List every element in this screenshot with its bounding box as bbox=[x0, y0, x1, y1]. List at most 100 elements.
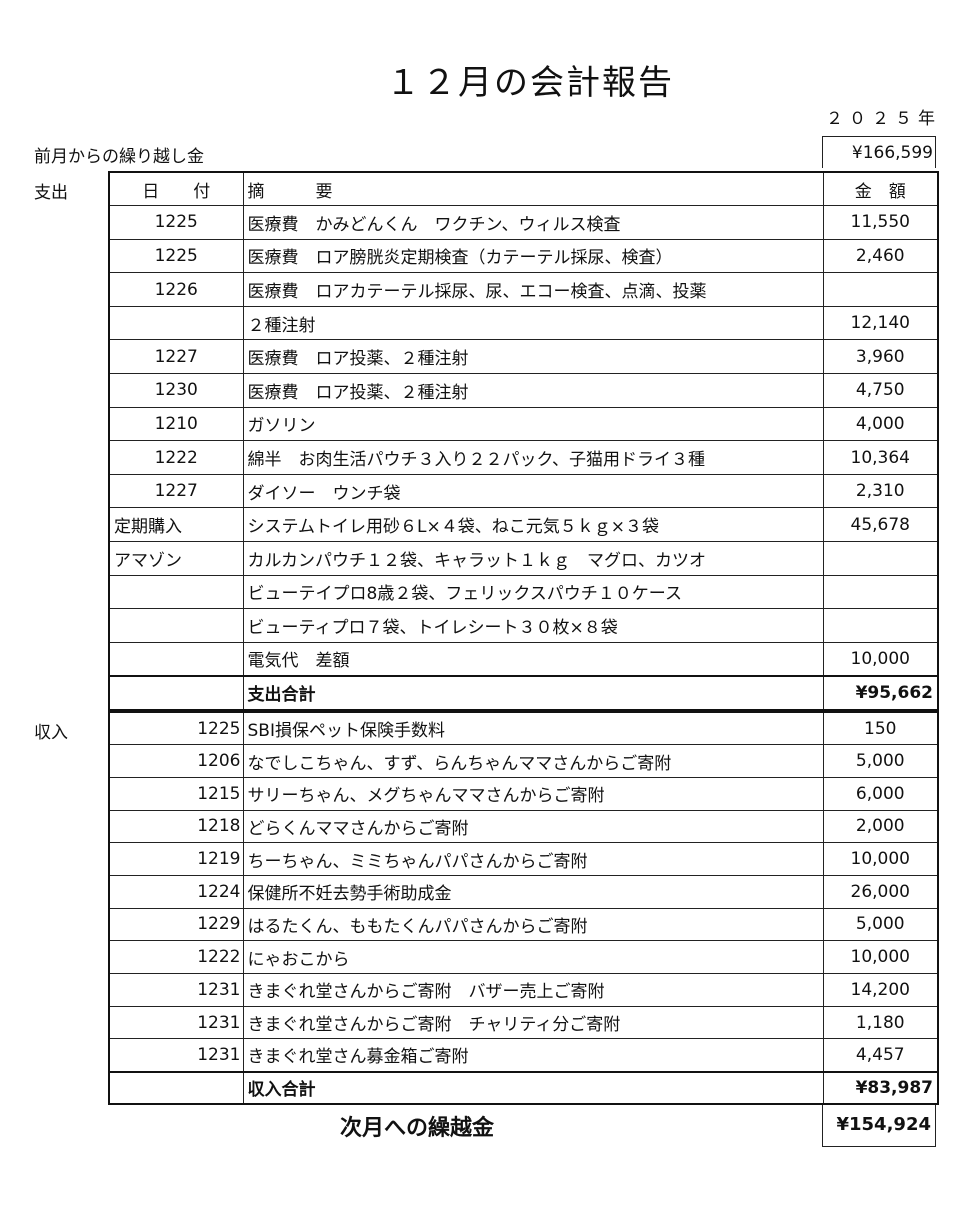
row-description: にゃおこから bbox=[242, 940, 824, 974]
header-date: 日 付 bbox=[108, 171, 244, 207]
expenses-table: 日 付 摘 要 金 額 1225 医療費 かみどんくん ワクチン、ウィルス検査 11… bbox=[108, 171, 939, 711]
row-date: 1227 bbox=[108, 473, 244, 509]
row-date: 1229 bbox=[108, 907, 244, 942]
row-date: アマゾン bbox=[108, 541, 244, 576]
row-date: 1226 bbox=[108, 272, 244, 307]
row-date: 1225 bbox=[108, 711, 244, 746]
row-amount: 2,460 bbox=[822, 238, 939, 274]
table-row: 1219 ちーちゃん、ミミちゃんパパさんからご寄附 10,000 bbox=[108, 842, 939, 876]
table-row: 1226 医療費 ロアカテーテル採尿、尿、エコー検査、点滴、投薬 bbox=[108, 272, 939, 307]
table-row: 1222 綿半 お肉生活パウチ３入り２２パック、子猫用ドライ３種 10,364 bbox=[108, 440, 939, 475]
row-date: 1231 bbox=[108, 973, 244, 1007]
row-amount: 11,550 bbox=[822, 205, 939, 240]
table-row: 1225 医療費 かみどんくん ワクチン、ウィルス検査 11,550 bbox=[108, 205, 939, 240]
row-description: ２種注射 bbox=[242, 305, 824, 341]
row-amount: 10,000 bbox=[822, 940, 939, 974]
row-date: 1222 bbox=[108, 440, 244, 475]
row-date: 1215 bbox=[108, 776, 244, 811]
row-description: きまぐれ堂さん募金箱ご寄附 bbox=[242, 1038, 824, 1073]
row-description: ちーちゃん、ミミちゃんパパさんからご寄附 bbox=[242, 842, 824, 876]
row-date bbox=[108, 608, 244, 643]
row-date: 1210 bbox=[108, 406, 244, 442]
total-row: 収入合計 ¥83,987 bbox=[108, 1071, 939, 1105]
row-description: きまぐれ堂さんからご寄附 バザー売上ご寄附 bbox=[242, 973, 824, 1007]
total-amount: ¥83,987 bbox=[822, 1071, 939, 1105]
row-description: ガソリン bbox=[242, 406, 824, 442]
table-row: 1230 医療費 ロア投薬、２種注射 4,750 bbox=[108, 373, 939, 408]
row-description: 医療費 ロア投薬、２種注射 bbox=[242, 339, 824, 375]
table-row: 1224 保健所不妊去勢手術助成金 26,000 bbox=[108, 874, 939, 909]
row-date: 1225 bbox=[108, 205, 244, 240]
table-header: 日 付 摘 要 金 額 bbox=[108, 171, 939, 207]
row-date bbox=[108, 305, 244, 341]
row-date: 1231 bbox=[108, 1038, 244, 1073]
table-row: 1227 ダイソー ウンチ袋 2,310 bbox=[108, 473, 939, 509]
row-description: カルカンパウチ１２袋、キャラット１ｋｇ マグロ、カツオ bbox=[242, 541, 824, 576]
row-description: 医療費 かみどんくん ワクチン、ウィルス検査 bbox=[242, 205, 824, 240]
table-row: 1218 どらくんママさんからご寄附 2,000 bbox=[108, 809, 939, 844]
row-amount: 5,000 bbox=[822, 907, 939, 942]
row-date: 1230 bbox=[108, 373, 244, 408]
row-amount: 10,364 bbox=[822, 440, 939, 475]
row-amount: 2,000 bbox=[822, 809, 939, 844]
empty-cell bbox=[108, 675, 244, 710]
table-row: 定期購入 システムトイレ用砂６L×４袋、ねこ元気５ｋｇ×３袋 45,678 bbox=[108, 507, 939, 543]
table-row: 1210 ガソリン 4,000 bbox=[108, 406, 939, 442]
row-description: SBI損保ペット保険手数料 bbox=[242, 711, 824, 746]
row-amount: 150 bbox=[822, 711, 939, 746]
row-date: 1222 bbox=[108, 940, 244, 974]
table-row: 1227 医療費 ロア投薬、２種注射 3,960 bbox=[108, 339, 939, 375]
row-amount bbox=[822, 608, 939, 643]
row-amount: 4,457 bbox=[822, 1038, 939, 1073]
row-description: なでしこちゃん、すず、らんちゃんママさんからご寄附 bbox=[242, 744, 824, 778]
row-amount: 10,000 bbox=[822, 641, 939, 677]
next-month-carry-label: 次月への繰越金 bbox=[340, 1116, 495, 1141]
row-date: 1218 bbox=[108, 809, 244, 844]
row-amount: 6,000 bbox=[822, 776, 939, 811]
row-description: きまぐれ堂さんからご寄附 チャリティ分ご寄附 bbox=[242, 1005, 824, 1040]
row-amount: 14,200 bbox=[822, 973, 939, 1007]
row-amount: 2,310 bbox=[822, 473, 939, 509]
header-amount: 金 額 bbox=[822, 171, 939, 207]
table-row: ビューティプロ７袋、トイレシート３０枚×８袋 bbox=[108, 608, 939, 643]
row-date: 1219 bbox=[108, 842, 244, 876]
carry-over-amount: ¥166,599 bbox=[822, 136, 936, 168]
row-amount: 5,000 bbox=[822, 744, 939, 778]
total-row: 支出合計 ¥95,662 bbox=[108, 675, 939, 710]
header-description: 摘 要 bbox=[242, 171, 824, 207]
year: ２０２５年 bbox=[826, 109, 941, 129]
row-amount: 12,140 bbox=[822, 305, 939, 341]
table-row: 1222 にゃおこから 10,000 bbox=[108, 940, 939, 974]
row-description: はるたくん、ももたくんパパさんからご寄附 bbox=[242, 907, 824, 942]
table-row: 電気代 差額 10,000 bbox=[108, 641, 939, 677]
row-date: 定期購入 bbox=[108, 507, 244, 543]
row-description: 保健所不妊去勢手術助成金 bbox=[242, 874, 824, 909]
row-description: ビューティプロ７袋、トイレシート３０枚×８袋 bbox=[242, 608, 824, 643]
row-description: サリーちゃん、メグちゃんママさんからご寄附 bbox=[242, 776, 824, 811]
row-date: 1224 bbox=[108, 874, 244, 909]
total-label: 収入合計 bbox=[242, 1071, 824, 1105]
row-description: どらくんママさんからご寄附 bbox=[242, 809, 824, 844]
row-amount: 4,000 bbox=[822, 406, 939, 442]
row-amount bbox=[822, 541, 939, 576]
row-description: ビューテイプロ8歳２袋、フェリックスパウチ１０ケース bbox=[242, 574, 824, 610]
row-amount: 3,960 bbox=[822, 339, 939, 375]
row-date: 1231 bbox=[108, 1005, 244, 1040]
page-title: １２月の会計報告 bbox=[386, 63, 674, 103]
total-amount: ¥95,662 bbox=[822, 675, 939, 710]
row-description: 医療費 ロア膀胱炎定期検査（カテーテル採尿、検査） bbox=[242, 238, 824, 274]
row-date: 1206 bbox=[108, 744, 244, 778]
table-row: 1225 医療費 ロア膀胱炎定期検査（カテーテル採尿、検査） 2,460 bbox=[108, 238, 939, 274]
row-date: 1227 bbox=[108, 339, 244, 375]
next-month-carry-amount: ¥154,924 bbox=[822, 1105, 936, 1147]
expenses-section-label: 支出 bbox=[34, 183, 68, 203]
income-section-label: 収入 bbox=[34, 723, 68, 743]
row-amount: 1,180 bbox=[822, 1005, 939, 1040]
row-description: 医療費 ロアカテーテル採尿、尿、エコー検査、点滴、投薬 bbox=[242, 272, 824, 307]
row-amount: 45,678 bbox=[822, 507, 939, 543]
row-description: ダイソー ウンチ袋 bbox=[242, 473, 824, 509]
table-row: 1225 SBI損保ペット保険手数料 150 bbox=[108, 711, 939, 746]
row-amount bbox=[822, 574, 939, 610]
row-date: 1225 bbox=[108, 238, 244, 274]
row-amount bbox=[822, 272, 939, 307]
